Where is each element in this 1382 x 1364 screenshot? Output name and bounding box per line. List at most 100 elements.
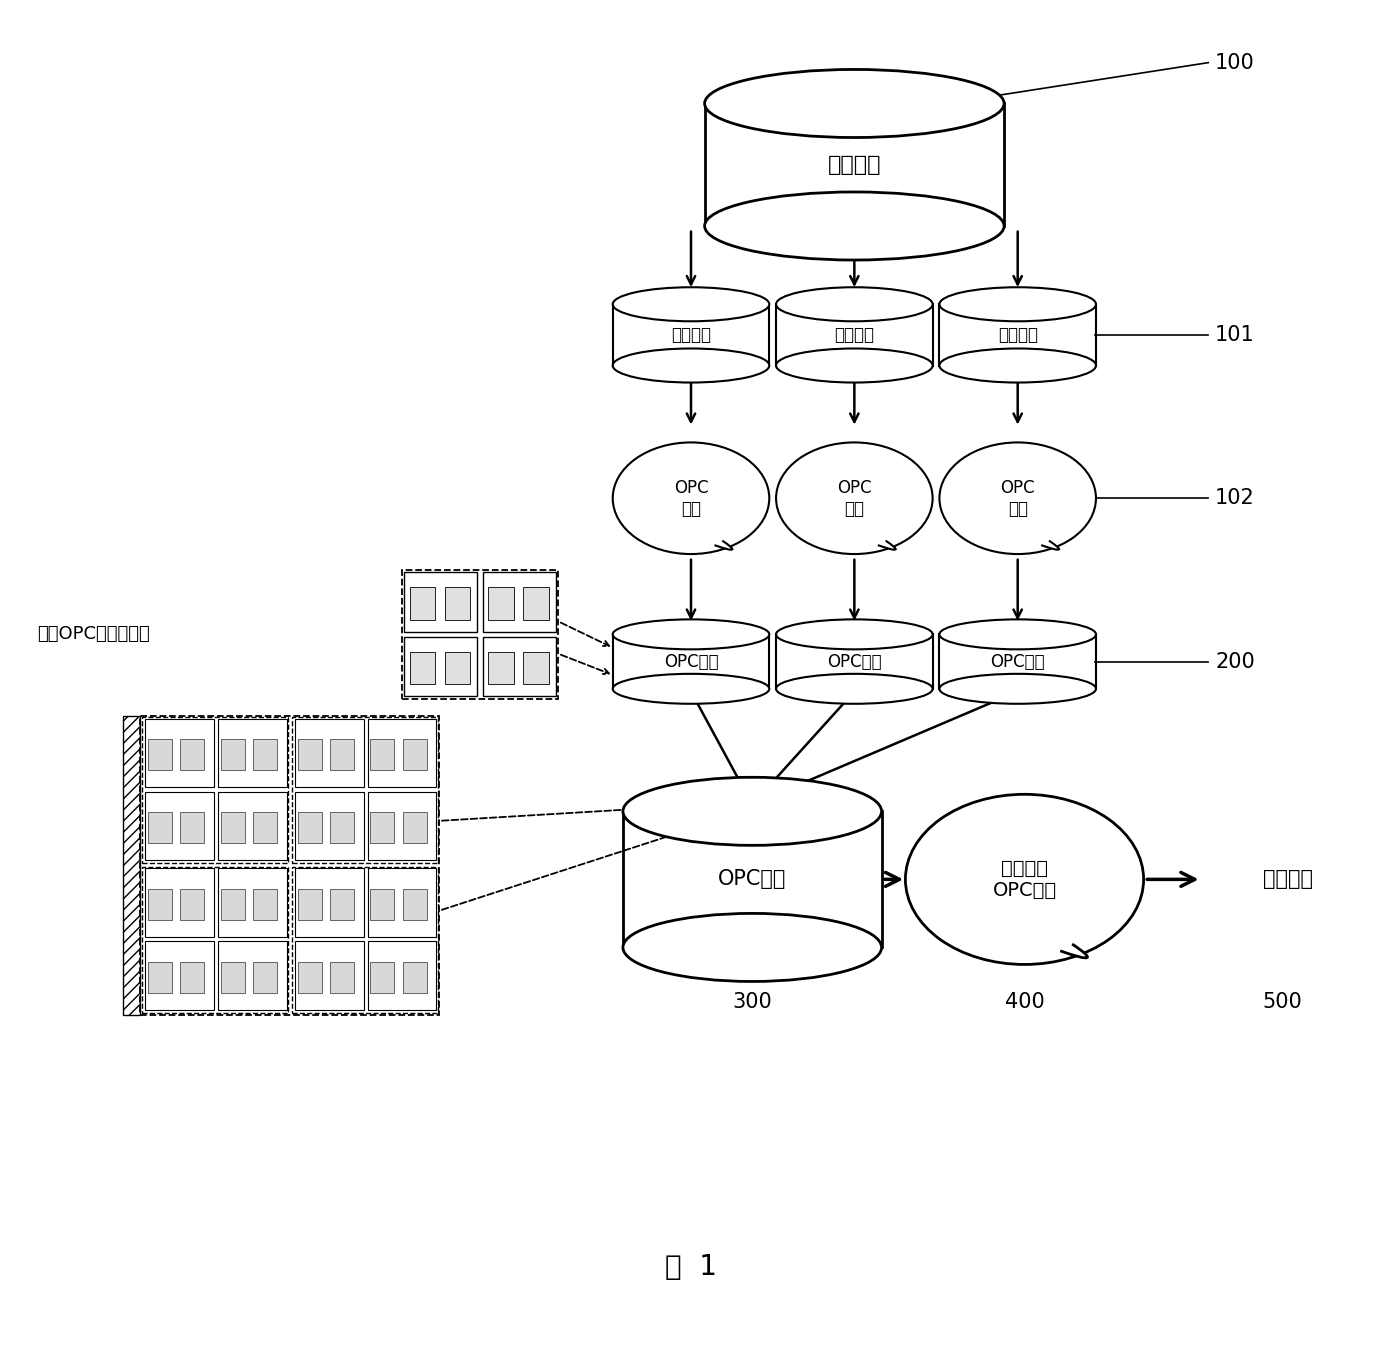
Text: 排列OPC之后的单元: 排列OPC之后的单元: [37, 625, 151, 644]
FancyBboxPatch shape: [145, 791, 214, 861]
Text: 单元布局: 单元布局: [835, 326, 875, 344]
Ellipse shape: [777, 619, 933, 649]
Ellipse shape: [612, 619, 770, 649]
Ellipse shape: [612, 442, 770, 554]
FancyBboxPatch shape: [148, 889, 171, 921]
FancyBboxPatch shape: [410, 588, 435, 619]
FancyBboxPatch shape: [221, 739, 245, 771]
FancyBboxPatch shape: [218, 941, 286, 1011]
PathPatch shape: [878, 540, 896, 550]
FancyBboxPatch shape: [180, 812, 205, 843]
FancyBboxPatch shape: [145, 941, 214, 1011]
Bar: [940, 304, 1096, 366]
Text: 掩模制作: 掩模制作: [1263, 869, 1313, 889]
FancyBboxPatch shape: [370, 739, 394, 771]
FancyBboxPatch shape: [488, 652, 514, 685]
Bar: [940, 634, 1096, 689]
Text: 单元布局: 单元布局: [672, 326, 710, 344]
Ellipse shape: [612, 348, 770, 382]
FancyBboxPatch shape: [368, 869, 437, 937]
Text: OPC单元: OPC单元: [991, 652, 1045, 671]
FancyBboxPatch shape: [218, 719, 286, 787]
FancyBboxPatch shape: [370, 812, 394, 843]
Ellipse shape: [777, 674, 933, 704]
Ellipse shape: [777, 288, 933, 322]
FancyBboxPatch shape: [221, 962, 245, 993]
Ellipse shape: [940, 348, 1096, 382]
FancyBboxPatch shape: [145, 719, 214, 787]
Text: 300: 300: [732, 992, 773, 1012]
FancyBboxPatch shape: [180, 739, 205, 771]
FancyBboxPatch shape: [410, 652, 435, 685]
FancyBboxPatch shape: [524, 588, 549, 619]
FancyBboxPatch shape: [294, 791, 363, 861]
Text: 200: 200: [1215, 652, 1255, 671]
FancyBboxPatch shape: [488, 588, 514, 619]
Text: OPC单元: OPC单元: [663, 652, 719, 671]
FancyBboxPatch shape: [482, 573, 556, 632]
FancyBboxPatch shape: [148, 812, 171, 843]
Bar: [705, 104, 1005, 226]
Bar: [612, 304, 770, 366]
Text: 单元布局: 单元布局: [998, 326, 1038, 344]
FancyBboxPatch shape: [218, 869, 286, 937]
FancyBboxPatch shape: [368, 719, 437, 787]
FancyBboxPatch shape: [402, 812, 427, 843]
FancyBboxPatch shape: [180, 889, 205, 921]
Ellipse shape: [623, 777, 882, 846]
Ellipse shape: [940, 288, 1096, 322]
Ellipse shape: [777, 442, 933, 554]
FancyBboxPatch shape: [330, 889, 354, 921]
FancyBboxPatch shape: [330, 739, 354, 771]
FancyBboxPatch shape: [368, 941, 437, 1011]
FancyBboxPatch shape: [253, 962, 276, 993]
Text: 101: 101: [1215, 325, 1255, 345]
FancyBboxPatch shape: [294, 869, 363, 937]
FancyBboxPatch shape: [402, 889, 427, 921]
Text: OPC布局: OPC布局: [719, 869, 786, 889]
FancyBboxPatch shape: [368, 791, 437, 861]
FancyBboxPatch shape: [297, 962, 322, 993]
FancyBboxPatch shape: [445, 652, 470, 685]
Bar: [777, 304, 933, 366]
FancyBboxPatch shape: [294, 719, 363, 787]
FancyBboxPatch shape: [218, 791, 286, 861]
Text: OPC单元: OPC单元: [826, 652, 882, 671]
PathPatch shape: [714, 540, 732, 550]
FancyBboxPatch shape: [445, 588, 470, 619]
Ellipse shape: [940, 442, 1096, 554]
FancyBboxPatch shape: [405, 573, 477, 632]
FancyBboxPatch shape: [370, 962, 394, 993]
Bar: [623, 812, 882, 948]
FancyBboxPatch shape: [148, 739, 171, 771]
Ellipse shape: [705, 192, 1005, 261]
Text: OPC
处理: OPC 处理: [1001, 479, 1035, 517]
FancyBboxPatch shape: [253, 889, 276, 921]
Ellipse shape: [705, 70, 1005, 138]
FancyBboxPatch shape: [145, 869, 214, 937]
Text: 500: 500: [1263, 992, 1302, 1012]
FancyBboxPatch shape: [330, 962, 354, 993]
Bar: [612, 634, 770, 689]
FancyBboxPatch shape: [221, 889, 245, 921]
FancyBboxPatch shape: [148, 962, 171, 993]
Text: 图  1: 图 1: [665, 1254, 717, 1281]
Ellipse shape: [940, 619, 1096, 649]
FancyBboxPatch shape: [402, 962, 427, 993]
Text: OPC
处理: OPC 处理: [837, 479, 872, 517]
FancyBboxPatch shape: [297, 889, 322, 921]
Text: OPC
处理: OPC 处理: [673, 479, 709, 517]
Text: 102: 102: [1215, 488, 1255, 509]
Text: 400: 400: [1005, 992, 1045, 1012]
FancyBboxPatch shape: [482, 637, 556, 696]
FancyBboxPatch shape: [330, 812, 354, 843]
FancyBboxPatch shape: [253, 739, 276, 771]
FancyBboxPatch shape: [405, 637, 477, 696]
Ellipse shape: [612, 288, 770, 322]
FancyBboxPatch shape: [402, 739, 427, 771]
Ellipse shape: [905, 794, 1144, 964]
Ellipse shape: [612, 674, 770, 704]
FancyBboxPatch shape: [180, 962, 205, 993]
FancyBboxPatch shape: [253, 812, 276, 843]
FancyBboxPatch shape: [294, 941, 363, 1011]
